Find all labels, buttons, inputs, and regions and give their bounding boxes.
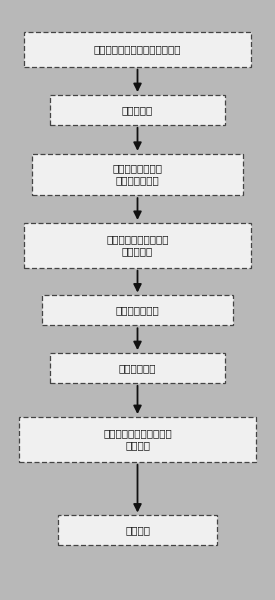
- Text: 计算小波变换结果图像
的分形维数: 计算小波变换结果图像 的分形维数: [106, 234, 169, 256]
- FancyBboxPatch shape: [50, 353, 225, 383]
- Text: 对图像用中间频依
次进行小波变换: 对图像用中间频依 次进行小波变换: [112, 163, 163, 185]
- Text: 训练神经网络: 训练神经网络: [119, 363, 156, 373]
- Text: 图像分割: 图像分割: [125, 526, 150, 535]
- FancyBboxPatch shape: [19, 417, 256, 462]
- FancyBboxPatch shape: [50, 95, 225, 125]
- Text: 使用该神经网络实现整体
图像分割: 使用该神经网络实现整体 图像分割: [103, 428, 172, 451]
- FancyBboxPatch shape: [24, 223, 251, 268]
- FancyBboxPatch shape: [32, 154, 243, 195]
- FancyBboxPatch shape: [58, 515, 217, 545]
- FancyBboxPatch shape: [24, 32, 251, 67]
- Text: 构建样本训练集: 构建样本训练集: [116, 305, 160, 316]
- Text: 图像预处理: 图像预处理: [122, 105, 153, 115]
- Text: 采集图像（地球、天空、树木）: 采集图像（地球、天空、树木）: [94, 44, 181, 55]
- FancyBboxPatch shape: [42, 295, 233, 325]
